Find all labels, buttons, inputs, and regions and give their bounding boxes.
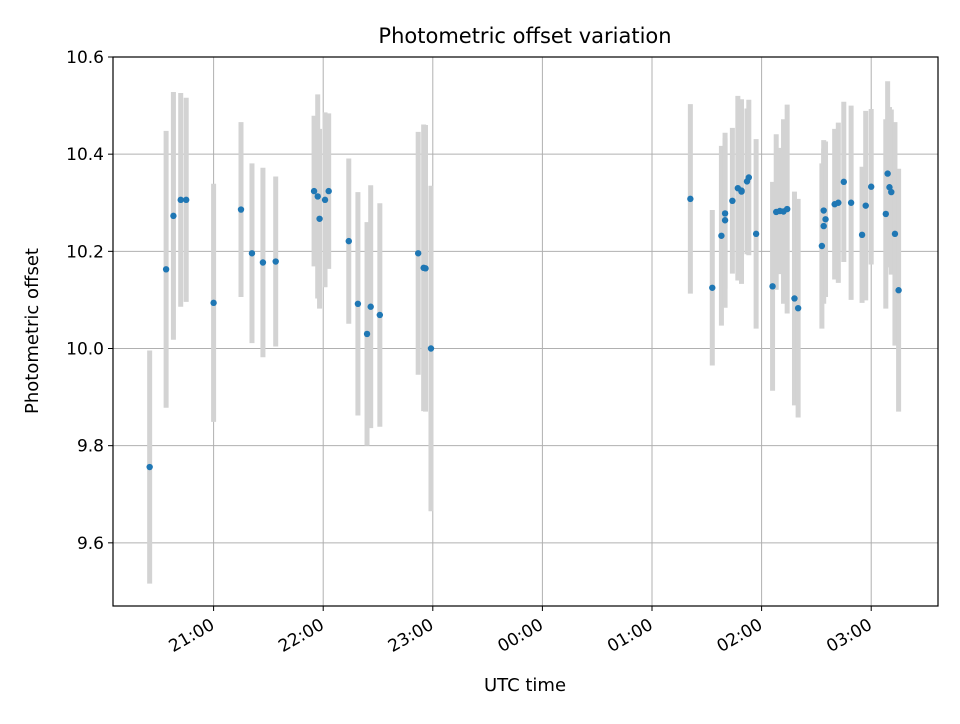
data-point <box>769 283 776 290</box>
x-axis-label: UTC time <box>484 675 566 696</box>
data-point <box>794 304 802 312</box>
y-tick-label: 10.6 <box>66 48 104 68</box>
data-point <box>886 184 893 191</box>
data-point <box>314 193 321 200</box>
data-point <box>895 287 902 294</box>
y-axis-label: Photometric offset <box>22 248 43 414</box>
data-point <box>882 210 890 218</box>
data-point <box>177 196 184 204</box>
data-point <box>316 215 323 222</box>
y-tick-label: 9.8 <box>77 437 104 457</box>
data-point <box>310 187 318 195</box>
data-point <box>422 265 429 272</box>
y-tick-label: 10.2 <box>66 242 104 262</box>
data-point <box>272 258 279 265</box>
data-point <box>783 205 791 213</box>
data-point <box>427 345 435 352</box>
data-point <box>709 284 716 291</box>
data-point <box>354 300 362 308</box>
data-point <box>363 330 371 338</box>
data-point <box>862 202 869 209</box>
data-point <box>847 199 855 206</box>
data-point <box>248 250 256 257</box>
data-point <box>891 230 899 238</box>
data-point <box>687 195 694 203</box>
data-point <box>884 170 891 177</box>
plot-frame <box>112 56 939 607</box>
data-point <box>321 196 329 204</box>
data-point <box>718 232 725 239</box>
data-point <box>414 250 422 257</box>
data-point <box>888 188 895 196</box>
data-point <box>345 237 352 245</box>
y-tick-label: 10.0 <box>66 340 104 360</box>
data-point <box>738 187 745 194</box>
data-points <box>146 170 902 471</box>
data-point <box>858 231 866 239</box>
data-point <box>170 212 177 220</box>
data-point <box>183 196 190 204</box>
chart-title: Photometric offset variation <box>378 24 671 48</box>
data-point <box>818 242 826 250</box>
data-point <box>822 216 829 223</box>
data-point <box>835 199 842 206</box>
data-point <box>162 266 170 273</box>
data-point <box>729 197 736 205</box>
data-point <box>325 187 332 195</box>
data-point <box>376 311 384 319</box>
y-tick-label: 10.4 <box>66 145 104 165</box>
data-point <box>745 174 753 181</box>
data-point <box>210 299 217 307</box>
y-tick-label: 9.6 <box>77 534 104 554</box>
data-point <box>820 222 827 230</box>
data-point <box>752 230 760 238</box>
data-point <box>367 303 374 310</box>
data-point <box>146 463 153 471</box>
data-point <box>868 183 875 190</box>
data-point <box>237 206 245 213</box>
data-point <box>259 259 267 266</box>
data-point <box>721 217 729 224</box>
data-point <box>791 295 798 302</box>
data-point <box>721 210 729 217</box>
data-point <box>820 207 827 214</box>
data-point <box>840 178 847 186</box>
